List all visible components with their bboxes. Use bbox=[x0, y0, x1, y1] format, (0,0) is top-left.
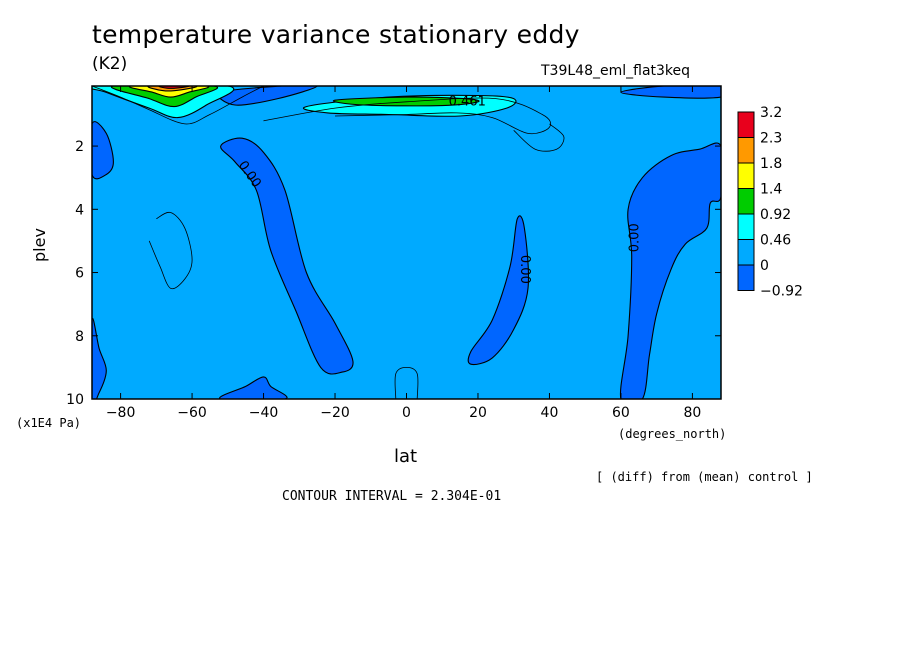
contour-label-4: 0.461 bbox=[449, 94, 486, 109]
y-tick-label-1: 4 bbox=[75, 202, 84, 218]
x-tick-label-0: −80 bbox=[106, 405, 136, 421]
contour-label-3: 0.00 bbox=[628, 223, 643, 252]
contour-region-2 bbox=[467, 215, 529, 366]
experiment-label: T39L48_eml_flat3keq bbox=[541, 63, 691, 79]
y-tick-label-3: 8 bbox=[75, 329, 84, 345]
y-unit-label: (x1E4 Pa) bbox=[16, 416, 82, 430]
x-tick-label-3: −20 bbox=[320, 405, 350, 421]
colorbar-swatch-3 bbox=[737, 188, 755, 215]
x-tick-label-7: 60 bbox=[612, 405, 630, 421]
x-unit-label: (degrees_north) bbox=[618, 427, 727, 441]
colorbar-swatch-5 bbox=[737, 239, 755, 266]
x-tick-label-1: −60 bbox=[177, 405, 207, 421]
y-tick-label-4: 10 bbox=[66, 392, 84, 408]
colorbar-swatch-2 bbox=[737, 162, 755, 189]
contour-line-3 bbox=[263, 97, 551, 135]
x-tick-label-6: 40 bbox=[541, 405, 559, 421]
contour-lines bbox=[92, 86, 565, 399]
colorbar: 3.2 2.3 1.8 1.4 0.92 0.46 0 −0.92 bbox=[737, 105, 803, 300]
x-tick-label-5: 20 bbox=[469, 405, 487, 421]
contour-region-3 bbox=[619, 142, 721, 399]
x-axis-label: lat bbox=[394, 446, 418, 467]
contour-line-2 bbox=[148, 211, 193, 290]
y-axis-label: plev bbox=[30, 228, 49, 262]
y-tick-label-2: 6 bbox=[75, 266, 84, 282]
contour-region-1 bbox=[220, 137, 354, 375]
contour-region-6 bbox=[219, 376, 288, 399]
x-tick-label-2: −40 bbox=[249, 405, 279, 421]
x-tick-label-4: 0 bbox=[402, 405, 411, 421]
contour-line-1 bbox=[92, 86, 264, 125]
chart-title: temperature variance stationary eddy bbox=[92, 20, 580, 49]
y-axis: 2 4 6 8 10 bbox=[66, 139, 721, 408]
units-label: (K2) bbox=[92, 54, 128, 74]
contour-label-2: 0.00 bbox=[517, 255, 532, 284]
x-tick-label-8: 80 bbox=[683, 405, 701, 421]
colorbar-label-5: 0.46 bbox=[760, 233, 791, 249]
colorbar-swatch-6 bbox=[737, 264, 755, 291]
contour-line-5 bbox=[394, 366, 419, 399]
x-axis: −80 −60 −40 −20 0 20 40 60 80 bbox=[106, 86, 701, 421]
difference-note: [ (diff) from (mean) control ] bbox=[596, 470, 813, 484]
plot-background bbox=[92, 86, 721, 399]
colorbar-label-7: −0.92 bbox=[760, 284, 803, 300]
y-tick-label-0: 2 bbox=[75, 139, 84, 155]
contour-region-4 bbox=[92, 121, 114, 180]
contour-region-5 bbox=[92, 317, 107, 399]
colorbar-label-1: 2.3 bbox=[760, 131, 782, 147]
contour-interval-note: CONTOUR INTERVAL = 2.304E-01 bbox=[282, 489, 502, 504]
colorbar-label-2: 1.8 bbox=[760, 156, 782, 172]
filled-contours bbox=[92, 86, 721, 399]
colorbar-swatch-0 bbox=[737, 111, 755, 138]
colorbar-swatch-1 bbox=[737, 137, 755, 164]
contour-line-4 bbox=[513, 123, 565, 152]
colorbar-label-4: 0.92 bbox=[760, 207, 791, 223]
colorbar-label-3: 1.4 bbox=[760, 182, 782, 198]
colorbar-label-0: 3.2 bbox=[760, 105, 782, 121]
colorbar-swatch-4 bbox=[737, 213, 755, 240]
colorbar-label-6: 0 bbox=[760, 258, 769, 274]
